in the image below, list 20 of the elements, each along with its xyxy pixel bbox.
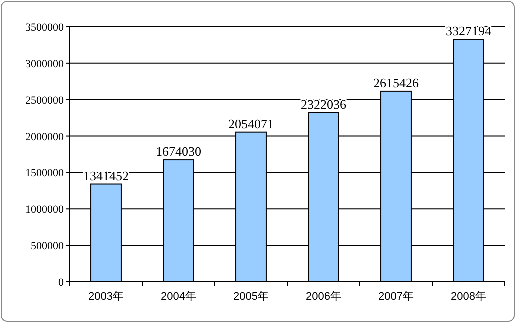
data-label: 1341452 (84, 168, 129, 184)
x-tick-label: 2003年 (88, 291, 124, 303)
x-tick-label: 2004年 (161, 291, 196, 303)
y-tick-label: 1500000 (26, 168, 64, 180)
y-tick-label: 1000000 (26, 204, 64, 216)
data-label: 2322036 (301, 96, 347, 112)
x-tick-label: 2006年 (306, 291, 342, 303)
y-tick-label: 2000000 (26, 131, 64, 144)
x-tick-label: 2008年 (451, 291, 486, 303)
data-label: 2615426 (374, 75, 420, 90)
x-tick-label: 2005年 (234, 291, 269, 303)
data-label: 1674030 (156, 144, 202, 160)
data-label: 3327194 (446, 24, 492, 39)
data-label: 2054071 (228, 116, 274, 132)
y-tick-label: 0 (58, 277, 64, 289)
y-tick-label: 3000000 (26, 58, 64, 70)
x-tick-label: 2007年 (378, 291, 414, 303)
y-tick-label: 2500000 (26, 94, 64, 107)
y-tick-label: 3500000 (26, 22, 64, 34)
y-tick-label: 500000 (31, 240, 64, 253)
